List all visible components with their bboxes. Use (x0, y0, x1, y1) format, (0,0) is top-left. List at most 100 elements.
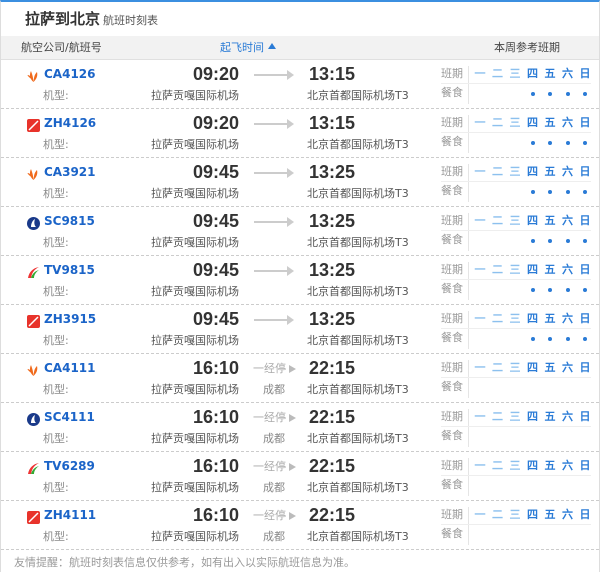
weekday-6: 六 (562, 361, 573, 374)
weekday-4: 四 (527, 263, 538, 276)
aircraft-model-label: 机型: (43, 481, 69, 494)
shenzhen-airlines-logo-icon (27, 509, 40, 524)
meal-dot-icon (565, 337, 570, 341)
meal-dot-icon (565, 288, 570, 292)
schedule-label: 班期 (441, 263, 463, 276)
weekly-schedule: 班期 餐食 一二三四五六日 (441, 507, 596, 545)
aircraft-model-label: 机型: (43, 383, 69, 396)
arrow-right-icon (254, 119, 294, 129)
weekday-1: 一 (474, 67, 486, 80)
aircraft-model-label: 机型: (43, 236, 69, 249)
arrow-right-icon (289, 365, 296, 373)
weekday-3: 三 (509, 165, 521, 178)
weekday-6: 六 (562, 459, 573, 472)
divider (441, 426, 591, 427)
arrival-time: 13:25 (309, 211, 356, 231)
flight-number-link[interactable]: ZH3915 (44, 312, 97, 326)
divider (441, 524, 591, 525)
meal-dot-icon (530, 337, 535, 341)
departure-airport: 拉萨贡嘎国际机场 (151, 89, 239, 102)
meal-label: 餐食 (441, 86, 463, 99)
arrival-airport: 北京首都国际机场T3 (307, 285, 409, 298)
flight-number-link[interactable]: SC9815 (44, 214, 95, 228)
weekday-2: 二 (492, 410, 503, 423)
departure-time: 09:20 (192, 113, 239, 133)
weekday-3: 三 (509, 361, 521, 374)
arrival-time: 22:15 (309, 358, 356, 378)
weekly-schedule: 班期 餐食 一二三四五六日 (441, 164, 596, 202)
meal-label: 餐食 (441, 282, 463, 295)
arrival-airport: 北京首都国际机场T3 (307, 236, 409, 249)
departure-airport: 拉萨贡嘎国际机场 (151, 530, 239, 543)
weekday-7: 日 (579, 67, 591, 80)
stopover-city: 成都 (263, 432, 285, 445)
divider (468, 115, 469, 153)
meal-dot-icon (548, 92, 552, 96)
weekday-6: 六 (562, 116, 573, 129)
table-row: ZH4126 机型: 09:20 13:15 拉萨贡嘎国际机场 北京首都国际机场T… (1, 109, 599, 158)
flight-number-link[interactable]: SC4111 (44, 410, 95, 424)
column-departure[interactable]: 起飞时间 (220, 41, 264, 54)
weekday-4: 四 (527, 165, 538, 178)
sort-departure-time[interactable]: 起飞时间 (220, 41, 276, 55)
departure-airport: 拉萨贡嘎国际机场 (151, 236, 239, 249)
meal-label: 餐食 (441, 429, 463, 442)
column-weekly: 本周参考班期 (494, 41, 560, 54)
meal-dot-icon (530, 288, 535, 292)
meal-label: 餐食 (441, 331, 463, 344)
flight-number-link[interactable]: TV9815 (44, 263, 95, 277)
divider (441, 328, 591, 329)
arrival-airport: 北京首都国际机场T3 (307, 383, 409, 396)
footer-note: 友情提醒：航班时刻表信息仅供参考，如有出入以实际航班信息为准。 (14, 556, 355, 569)
weekday-3: 三 (509, 116, 521, 129)
meal-label: 餐食 (441, 478, 463, 491)
weekday-5: 五 (544, 165, 556, 178)
departure-airport: 拉萨贡嘎国际机场 (151, 334, 239, 347)
arrival-time: 22:15 (309, 505, 356, 525)
weekday-7: 日 (579, 312, 591, 325)
schedule-label: 班期 (441, 312, 463, 325)
flight-number-link[interactable]: ZH4126 (44, 116, 97, 130)
weekly-schedule: 班期 餐食 一二三四五六日 (441, 360, 596, 398)
departure-airport: 拉萨贡嘎国际机场 (151, 432, 239, 445)
sort-up-icon[interactable] (268, 43, 276, 49)
divider (468, 507, 469, 545)
meal-dot-icon (565, 141, 570, 145)
meal-label: 餐食 (441, 380, 463, 393)
arrival-time: 13:25 (309, 309, 356, 329)
departure-airport: 拉萨贡嘎国际机场 (151, 285, 239, 298)
flight-number-link[interactable]: ZH4111 (44, 508, 97, 522)
flight-number-link[interactable]: CA3921 (44, 165, 96, 179)
weekday-4: 四 (527, 312, 538, 325)
weekday-5: 五 (544, 459, 556, 472)
arrival-time: 22:15 (309, 456, 356, 476)
schedule-label: 班期 (441, 116, 463, 129)
divider (441, 132, 591, 133)
departure-time: 16:10 (192, 456, 239, 476)
arrival-time: 13:25 (309, 260, 356, 280)
flight-number-link[interactable]: CA4111 (44, 361, 96, 375)
divider (441, 279, 591, 280)
flight-number-link[interactable]: TV6289 (44, 459, 95, 473)
meal-dot-icon (583, 288, 587, 292)
weekly-schedule: 班期 餐食 一二三四五六日 (441, 458, 596, 496)
stopover-label: 一经停 (253, 362, 286, 375)
departure-time: 16:10 (192, 505, 239, 525)
weekday-4: 四 (527, 361, 538, 374)
weekday-3: 三 (509, 263, 521, 276)
weekday-2: 二 (492, 214, 503, 227)
aircraft-model-label: 机型: (43, 89, 69, 102)
aircraft-model-label: 机型: (43, 285, 69, 298)
meal-label: 餐食 (441, 233, 463, 246)
meal-dot-icon (583, 190, 587, 194)
table-row: TV9815 机型: 09:45 13:25 拉萨贡嘎国际机场 北京首都国际机场T… (1, 256, 599, 305)
arrival-airport: 北京首都国际机场T3 (307, 334, 409, 347)
departure-time: 09:20 (192, 64, 239, 84)
table-row: ZH4111 机型: 16:10 一经停 成都 22:15 拉萨贡嘎国际机场 北京首… (1, 501, 599, 550)
flight-number-link[interactable]: CA4126 (44, 67, 96, 81)
table-row: SC4111 机型: 16:10 一经停 成都 22:15 拉萨贡嘎国际机场 北京首… (1, 403, 599, 452)
weekday-2: 二 (492, 116, 503, 129)
weekday-7: 日 (579, 410, 591, 423)
arrival-time: 13:15 (309, 64, 356, 84)
flight-list: CA4126 机型: 09:20 13:15 拉萨贡嘎国际机场 北京首都国际机场T… (1, 60, 599, 550)
